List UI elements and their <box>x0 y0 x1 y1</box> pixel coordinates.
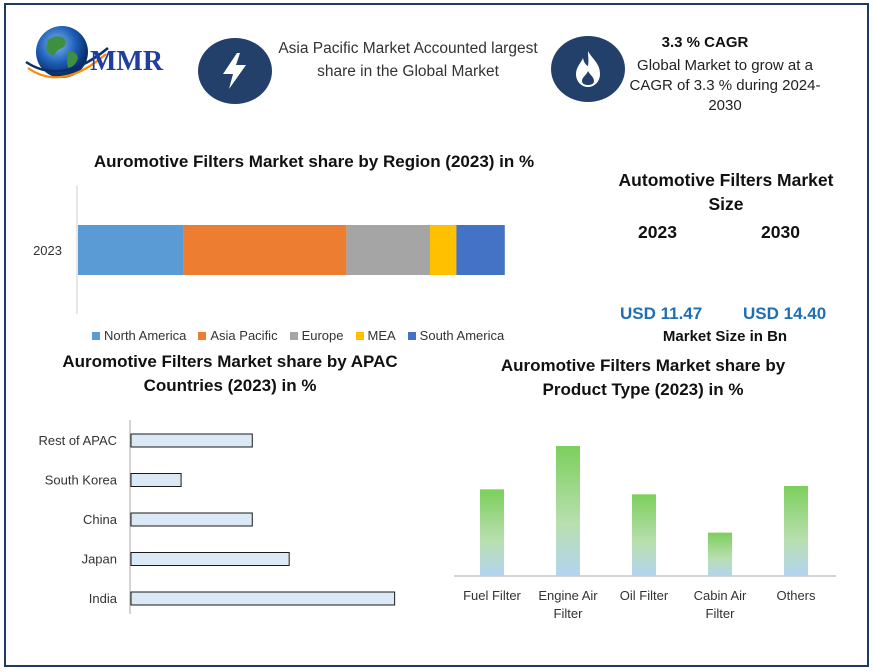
legend-swatch <box>198 331 207 340</box>
market-size-unit-label: Market Size in Bn <box>662 328 788 345</box>
apac-label-india: India <box>89 591 118 606</box>
cagr-title: 3.3 % CAGR <box>661 34 749 51</box>
apac-chart-title: Auromotive Filters Market share by APAC … <box>60 354 400 400</box>
product-label-others: Others <box>776 588 816 603</box>
region-bar-mea <box>430 225 457 275</box>
product-chart: Fuel Filter Engine Air Filter Oil Filter Cab… <box>454 446 836 621</box>
product-bar-others <box>784 486 808 576</box>
legend-label: MEA <box>367 328 396 343</box>
year-2023: 2023 <box>638 222 677 242</box>
apac-bar-japan <box>130 552 290 566</box>
product-label-cabin-air-filter: Cabin Air Filter <box>694 588 747 621</box>
apac-bar-india <box>130 591 396 606</box>
apac-chart: Rest of APAC South Korea China Japan India <box>38 420 396 614</box>
product-bar-engine-air-filter <box>556 446 580 576</box>
apac-bar-south-korea <box>130 473 182 487</box>
apac-label-south-korea: South Korea <box>45 473 118 488</box>
product-bar-fuel-filter <box>480 489 504 576</box>
legend-swatch <box>407 331 416 340</box>
market-value-2030: USD 14.40 <box>743 304 827 323</box>
legend-label: Europe <box>301 328 344 343</box>
product-label-engine-air-filter: Engine Air Filter <box>538 588 598 621</box>
legend-label: Asia Pacific <box>210 328 278 343</box>
product-label-fuel-filter: Fuel Filter <box>463 588 521 603</box>
globe-icon <box>25 26 109 79</box>
apac-label-rest-of-apac: Rest of APAC <box>38 433 117 448</box>
legend-item-asia-pacific: Asia Pacific <box>198 328 278 343</box>
region-chart-title: Auromotive Filters Market share by Regio… <box>93 152 535 171</box>
apac-bar-rest-of-apac <box>130 433 253 448</box>
product-bar-cabin-air-filter <box>708 532 732 576</box>
mmr-logo: MMR <box>22 18 182 88</box>
market-value-2023: USD 11.47 <box>620 304 703 323</box>
market-size-title: Automotive Filters Market Size <box>618 170 834 214</box>
flame-icon <box>576 51 600 87</box>
product-label-oil-filter: Oil Filter <box>620 588 669 603</box>
cagr-note: Global Market to grow at a CAGR of 3.3 %… <box>629 57 821 114</box>
apac-label-china: China <box>83 512 118 527</box>
legend-swatch <box>355 331 364 340</box>
region-category-label: 2023 <box>33 243 62 258</box>
infographic-frame <box>4 3 869 667</box>
region-bar-europe <box>346 225 430 275</box>
legend-item-south-america: South America <box>407 328 505 343</box>
apac-bar-china <box>130 512 253 527</box>
region-chart: 2023 <box>33 186 505 314</box>
lightning-badge <box>198 38 272 104</box>
logo-text: MMR <box>90 46 164 77</box>
region-bar-asia-pacific <box>183 225 347 275</box>
lightning-icon <box>223 53 246 89</box>
legend-swatch <box>289 331 298 340</box>
legend-label: South America <box>419 328 505 343</box>
region-bar-north-america <box>78 225 184 275</box>
region-bar-south-america <box>456 225 505 275</box>
legend-item-mea: MEA <box>355 328 396 343</box>
legend-item-europe: Europe <box>289 328 344 343</box>
region-legend: North America Asia Pacific Europe MEA South … <box>92 328 516 343</box>
legend-swatch <box>92 331 100 340</box>
apac-share-note: Asia Pacific Market Accounted largest sh… <box>278 40 538 80</box>
legend-item-north-america: North America <box>92 328 186 343</box>
apac-label-japan: Japan <box>82 552 117 567</box>
legend-label: North America <box>104 328 187 343</box>
apac-chart-title-text: Auromotive Filters Market share by APAC … <box>62 354 398 395</box>
flame-badge <box>551 36 625 102</box>
year-2030: 2030 <box>761 222 800 242</box>
product-bar-oil-filter <box>632 494 656 576</box>
product-chart-title: Auromotive Filters Market share by Produ… <box>500 356 786 399</box>
